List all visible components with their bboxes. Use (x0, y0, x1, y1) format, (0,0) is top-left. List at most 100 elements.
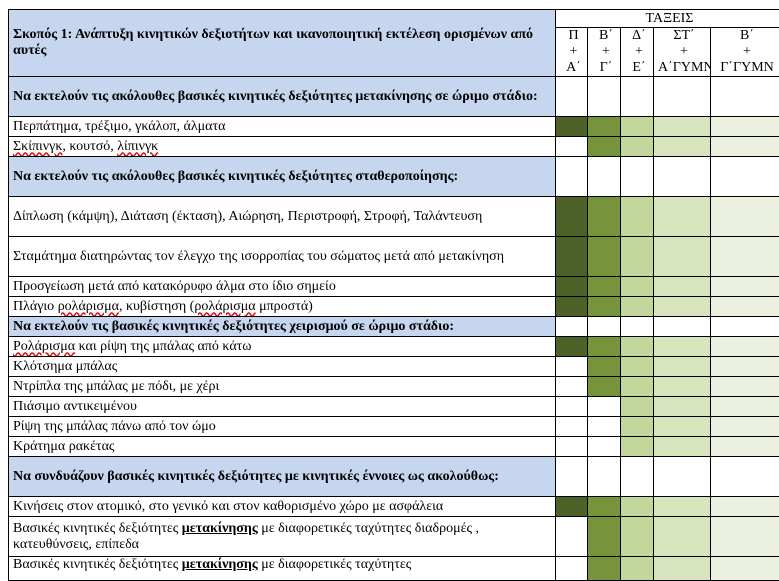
grade-cell (654, 197, 711, 237)
grade-header-3: Δ΄+Ε΄ (621, 28, 654, 77)
grade-cell (588, 237, 621, 277)
grade-cell (556, 397, 588, 417)
grade-cell (556, 137, 588, 157)
grade-cell (588, 357, 621, 377)
grade-cell (556, 437, 588, 457)
grade-cell (556, 357, 588, 377)
table-row: Κράτημα ρακέτας (9, 437, 779, 457)
grade-cell (654, 497, 711, 517)
grade-cell (711, 377, 779, 397)
table-row: Προσγείωση μετά από κατακόρυφο άλμα στο … (9, 277, 779, 297)
grade-cell (588, 437, 621, 457)
grade-cell (621, 377, 654, 397)
grade-cell (711, 237, 779, 277)
grade-cell (556, 297, 588, 317)
skill-label: Κλότσημα μπάλας (9, 357, 556, 377)
grade-cell (621, 437, 654, 457)
skill-label: Κινήσεις στον ατομικό, στο γενικό και στ… (9, 497, 556, 517)
grade-cell (588, 197, 621, 237)
grade-cell (654, 437, 711, 457)
grade-cell (711, 337, 779, 357)
grade-cell (621, 517, 654, 557)
table-row: Κλότσημα μπάλας (9, 357, 779, 377)
grade-cell (621, 237, 654, 277)
table-row: Κινήσεις στον ατομικό, στο γενικό και στ… (9, 497, 779, 517)
grade-cell (556, 417, 588, 437)
grade-cell (654, 377, 711, 397)
grade-cell (654, 357, 711, 377)
table-row: Ρολάρισμα και ρίψη της μπάλας από κάτω (9, 337, 779, 357)
grade-cell (588, 137, 621, 157)
skill-label: Ντρίπλα της μπάλας με πόδι, με χέρι (9, 377, 556, 397)
grade-cell (711, 417, 779, 437)
grade-cell (711, 437, 779, 457)
grade-cell (654, 137, 711, 157)
table-row: Δίπλωση (κάμψη), Διάταση (έκταση), Αιώρη… (9, 197, 779, 237)
grade-cell (711, 277, 779, 297)
table-row: Σταμάτημα διατηρώντας τον έλεγχο της ισο… (9, 237, 779, 277)
skill-label: Βασικές κινητικές δεξιότητες μετακίνησης… (9, 517, 556, 557)
grade-cell (711, 117, 779, 137)
grade-cell (654, 517, 711, 557)
curriculum-table: Σκοπός 1: Ανάπτυξη κινητικών δεξιοτήτων … (8, 9, 779, 581)
grade-cell (621, 357, 654, 377)
grade-cell (654, 337, 711, 357)
grade-cell (621, 277, 654, 297)
grade-cell (556, 377, 588, 397)
grade-cell (588, 397, 621, 417)
skill-label: Πιάσιμο αντικειμένου (9, 397, 556, 417)
table-row: Βασικές κινητικές δεξιότητες μετακίνησης… (9, 517, 779, 557)
skill-label: Ρίψη της μπάλας πάνω από τον ώμο (9, 417, 556, 437)
grade-cell (588, 277, 621, 297)
grade-cell (711, 517, 779, 557)
grade-cell (556, 497, 588, 517)
table-row: Σκίπινγκ, κουτσό, λίπινγκ (9, 137, 779, 157)
grade-header-2: Β΄+Γ΄ (588, 28, 621, 77)
skill-label: Κράτημα ρακέτας (9, 437, 556, 457)
grade-cell (556, 337, 588, 357)
grade-cell (654, 237, 711, 277)
grade-cell (621, 117, 654, 137)
grade-cell (621, 417, 654, 437)
grade-cell (621, 397, 654, 417)
table-row: Ντρίπλα της μπάλας με πόδι, με χέρι (9, 377, 779, 397)
grade-cell (711, 297, 779, 317)
grade-cell (654, 297, 711, 317)
classes-header: ΤΑΞΕΙΣ (556, 10, 779, 28)
grade-header-4: ΣΤ΄+Α΄ΓΥΜΝ (654, 28, 711, 77)
table-row: Ρίψη της μπάλας πάνω από τον ώμο (9, 417, 779, 437)
grade-cell (588, 337, 621, 357)
grade-header-1: Π+Α΄ (556, 28, 588, 77)
grade-cell (711, 137, 779, 157)
grade-cell (621, 197, 654, 237)
grade-cell (654, 117, 711, 137)
grade-cell (588, 377, 621, 397)
grade-cell (621, 297, 654, 317)
grade-cell (711, 357, 779, 377)
grade-cell (588, 417, 621, 437)
section-heading-stability: Να εκτελούν τις ακόλουθες βασικές κινητι… (9, 157, 556, 197)
skill-label: Σταμάτημα διατηρώντας τον έλεγχο της ισο… (9, 237, 556, 277)
grade-cell (711, 197, 779, 237)
grade-cell (654, 277, 711, 297)
skill-label: Σκίπινγκ, κουτσό, λίπινγκ (9, 137, 556, 157)
section-heading-locomotor: Να εκτελούν τις ακόλουθες βασικές κινητι… (9, 77, 556, 117)
grade-cell (654, 417, 711, 437)
grade-cell (588, 497, 621, 517)
goal-title: Σκοπός 1: Ανάπτυξη κινητικών δεξιοτήτων … (9, 10, 556, 77)
table-row: Περπάτημα, τρέξιμο, γκάλοπ, άλματα (9, 117, 779, 137)
grade-cell (556, 237, 588, 277)
skill-label: Δίπλωση (κάμψη), Διάταση (έκταση), Αιώρη… (9, 197, 556, 237)
skill-label: Ρολάρισμα και ρίψη της μπάλας από κάτω (9, 337, 556, 357)
grade-cell (556, 517, 588, 557)
grade-cell (711, 397, 779, 417)
grade-cell (621, 337, 654, 357)
grade-cell (556, 277, 588, 297)
table-row: Πλάγιο ρολάρισμα, κυβίστηση (ρολάρισμα μ… (9, 297, 779, 317)
grade-cell (621, 497, 654, 517)
section-heading-manipulation: Να εκτελούν τις βασικές κινητικές δεξιότ… (9, 317, 556, 337)
skill-label: Προσγείωση μετά από κατακόρυφο άλμα στο … (9, 277, 556, 297)
grade-header-5: Β΄+Γ΄ΓΥΜΝ (711, 28, 779, 77)
grade-cell (556, 197, 588, 237)
skill-label: Περπάτημα, τρέξιμο, γκάλοπ, άλματα (9, 117, 556, 137)
